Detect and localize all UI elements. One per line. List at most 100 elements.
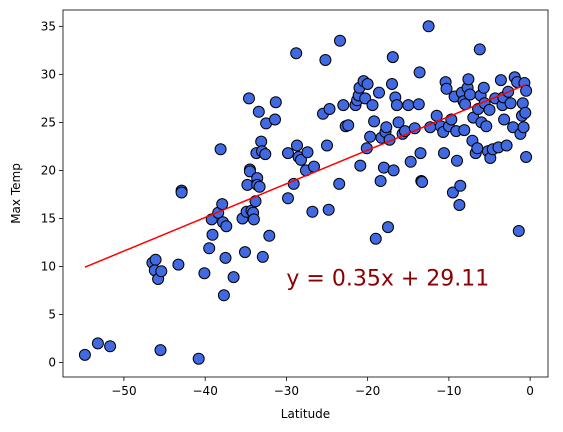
y-tick-label: 35 <box>41 19 56 33</box>
data-point <box>520 151 533 163</box>
data-point <box>291 139 303 152</box>
y-axis-title: Max Temp <box>9 163 23 224</box>
data-point <box>380 121 393 134</box>
data-point <box>387 164 400 177</box>
data-point <box>290 47 303 60</box>
data-point <box>519 106 532 119</box>
data-point <box>438 147 450 160</box>
data-point <box>354 159 367 172</box>
data-point <box>374 175 387 187</box>
data-point <box>333 177 346 190</box>
x-tick-label: −20 <box>355 384 380 398</box>
data-point <box>256 250 269 263</box>
data-point <box>192 352 205 365</box>
data-point <box>227 271 240 284</box>
data-point <box>477 81 490 94</box>
data-point <box>500 139 513 152</box>
data-point <box>259 148 272 161</box>
data-point <box>422 20 435 33</box>
data-point <box>464 88 476 101</box>
data-point <box>269 113 281 126</box>
y-tick-label: 5 <box>48 308 56 322</box>
x-tick-label: −30 <box>274 384 299 398</box>
data-point <box>494 74 507 87</box>
data-point <box>216 198 229 211</box>
data-point <box>446 186 459 199</box>
data-point <box>91 337 104 350</box>
data-point <box>504 97 517 110</box>
data-point <box>359 92 372 105</box>
data-point <box>392 116 405 129</box>
y-tick-label: 10 <box>41 260 56 274</box>
data-point <box>78 348 91 361</box>
data-point <box>323 103 336 115</box>
data-point <box>239 246 251 259</box>
data-point <box>480 120 493 133</box>
data-point <box>247 213 260 226</box>
data-point <box>414 147 427 160</box>
data-point <box>369 232 382 245</box>
y-axis-ticks: 0 5 10 15 20 25 30 35 <box>41 19 63 370</box>
y-tick-label: 20 <box>41 163 56 177</box>
data-point <box>154 344 167 357</box>
data-point <box>454 179 467 192</box>
data-point <box>462 73 475 86</box>
data-point <box>220 220 233 233</box>
data-point <box>483 103 496 116</box>
data-point <box>473 43 486 56</box>
data-point <box>269 96 282 109</box>
x-tick-label: −50 <box>111 384 136 398</box>
data-point <box>282 192 294 205</box>
data-point <box>458 124 471 137</box>
data-point <box>373 86 385 99</box>
data-point <box>321 139 333 152</box>
data-point <box>198 267 211 280</box>
data-point <box>364 130 377 143</box>
x-tick-label: −40 <box>193 384 218 398</box>
data-point <box>361 78 374 90</box>
data-point <box>252 105 265 118</box>
data-point <box>386 78 398 90</box>
data-point <box>306 205 319 218</box>
y-tick-label: 25 <box>41 115 56 129</box>
data-point <box>453 199 466 211</box>
data-point <box>322 203 335 216</box>
data-point <box>512 225 525 237</box>
x-tick-label: −10 <box>436 384 461 398</box>
data-point <box>517 121 530 134</box>
x-axis-title: Latitude <box>281 407 330 421</box>
y-tick-label: 0 <box>48 356 56 370</box>
data-point <box>243 165 256 178</box>
data-point <box>413 66 426 79</box>
data-point <box>412 98 425 111</box>
data-point <box>282 147 294 160</box>
data-point <box>319 54 332 66</box>
data-point <box>386 51 399 64</box>
data-point <box>203 242 216 255</box>
data-point <box>416 176 429 188</box>
regression-line <box>84 83 527 268</box>
x-tick-label: 0 <box>526 384 534 398</box>
y-tick-label: 30 <box>41 67 56 81</box>
regression-line-layer <box>84 83 527 268</box>
data-point <box>440 82 453 95</box>
data-point <box>451 154 463 167</box>
data-points <box>78 20 533 365</box>
data-point <box>334 34 346 47</box>
data-point <box>382 221 394 234</box>
data-point <box>337 99 350 112</box>
data-point <box>219 251 232 264</box>
data-point <box>175 186 188 199</box>
data-point <box>498 113 511 126</box>
data-point <box>301 146 314 159</box>
data-point <box>402 99 415 112</box>
data-point <box>342 119 355 132</box>
x-axis-ticks: −50 −40 −30 −20 −10 0 <box>111 377 534 398</box>
data-point <box>404 155 417 168</box>
data-point <box>295 153 307 166</box>
y-tick-label: 15 <box>41 211 56 225</box>
plot-frame <box>62 9 549 378</box>
data-point <box>149 253 162 266</box>
